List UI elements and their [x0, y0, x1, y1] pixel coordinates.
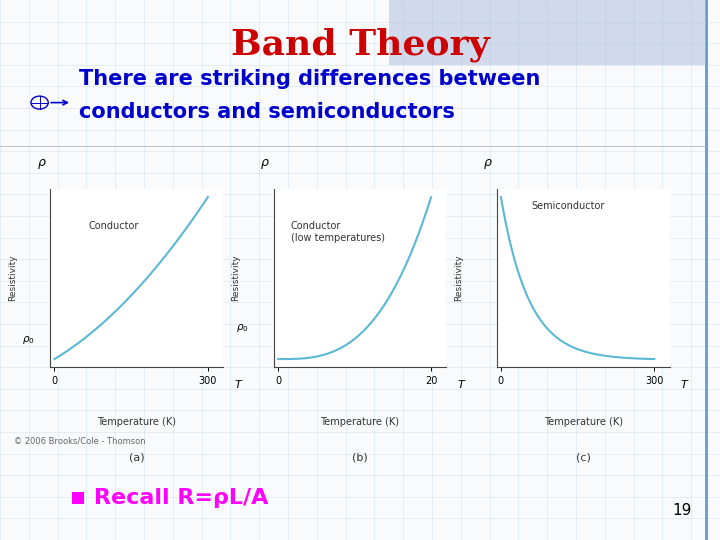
- Text: Band Theory: Band Theory: [230, 27, 490, 62]
- Text: Recall R=ρL/A: Recall R=ρL/A: [94, 488, 269, 509]
- Text: $\rho$: $\rho$: [260, 157, 270, 171]
- Text: Temperature (K): Temperature (K): [544, 417, 623, 427]
- Text: $\rho$: $\rho$: [483, 157, 493, 171]
- Text: Temperature (K): Temperature (K): [97, 417, 176, 427]
- Text: $\rho$: $\rho$: [37, 157, 47, 171]
- Text: Resistivity: Resistivity: [8, 255, 17, 301]
- Text: Conductor: Conductor: [89, 221, 139, 231]
- Text: (c): (c): [576, 453, 590, 463]
- Text: $T$: $T$: [680, 378, 690, 390]
- Text: conductors and semiconductors: conductors and semiconductors: [79, 102, 455, 122]
- Text: Resistivity: Resistivity: [454, 255, 463, 301]
- Text: $T$: $T$: [233, 378, 243, 390]
- Text: Semiconductor: Semiconductor: [531, 201, 605, 212]
- Bar: [72, 492, 84, 504]
- Bar: [389, 0, 706, 65]
- Text: 19: 19: [672, 503, 691, 518]
- Text: © 2006 Brooks/Cole - Thomson: © 2006 Brooks/Cole - Thomson: [14, 436, 146, 446]
- Text: Temperature (K): Temperature (K): [320, 417, 400, 427]
- Text: $\rho_0$: $\rho_0$: [22, 334, 35, 347]
- Text: Conductor
(low temperatures): Conductor (low temperatures): [291, 221, 385, 242]
- Text: Resistivity: Resistivity: [231, 255, 240, 301]
- Text: $\rho_0$: $\rho_0$: [236, 322, 249, 334]
- Text: There are striking differences between: There are striking differences between: [79, 69, 541, 89]
- Text: (b): (b): [352, 453, 368, 463]
- Text: $T$: $T$: [456, 378, 467, 390]
- Text: (a): (a): [129, 453, 145, 463]
